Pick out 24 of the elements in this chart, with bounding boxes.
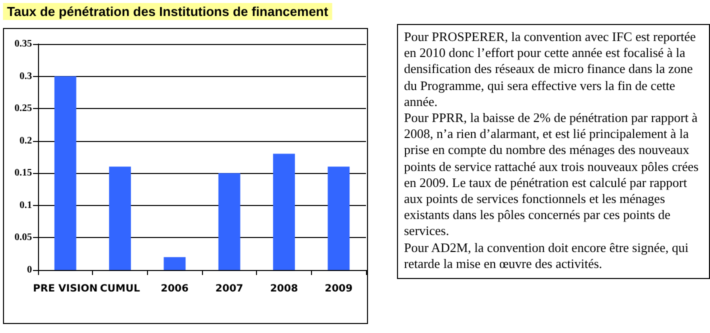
x-tick-label: 2009: [324, 284, 353, 294]
y-tick-label: 0.25: [14, 103, 32, 114]
x-tick-label: 2007: [215, 284, 244, 294]
y-tick-label: 0.2: [20, 135, 32, 146]
chart-title: Taux de pénétration des Institutions de financement: [7, 4, 329, 19]
bar: [273, 154, 295, 270]
bar: [328, 166, 350, 270]
x-tick-label: 2006: [160, 284, 189, 294]
y-tick-label: 0.15: [14, 168, 32, 179]
y-tick-label: 0.05: [14, 232, 32, 244]
bar: [218, 173, 240, 270]
text: Pour AD2M, la convention doit encore être signée, qui retarde la mise en œuvre des activités.: [404, 240, 690, 272]
x-tick-label: 2008: [270, 284, 298, 294]
text: Pour PROSPERER, la convention avec IFC est reportée en 2010 donc l’effort pour cette année est focalisé à la densification des réseaux de micro finance dans la zone du Programme, qui sera effective vers la fin de cette année.: [404, 29, 697, 110]
y-tick-label: 0: [27, 264, 32, 276]
bar: [54, 76, 76, 270]
y-tick-label: 0.35: [14, 38, 32, 50]
x-tick-label: PRE VISION: [33, 284, 98, 294]
bar: [164, 257, 186, 270]
y-tick-label: 0.1: [20, 200, 32, 211]
y-tick-label: 0.3: [20, 70, 32, 82]
x-tick-label: CUMUL: [100, 284, 141, 294]
text: Pour PPRR, la baisse de 2% de pénétration par rapport à 2008, n’a rien d’alarmant, et est lié principalement à la prise en compte du nombre des ménages des nouveaux points de service rattaché aux trois nouveaux pôles crées en 2009. Le taux de pénétration est calculé par rapport aux points de services fonctionnels et les ménages existants dans les pôles concernés par ces points de services.: [404, 110, 700, 240]
bar: [109, 166, 131, 270]
